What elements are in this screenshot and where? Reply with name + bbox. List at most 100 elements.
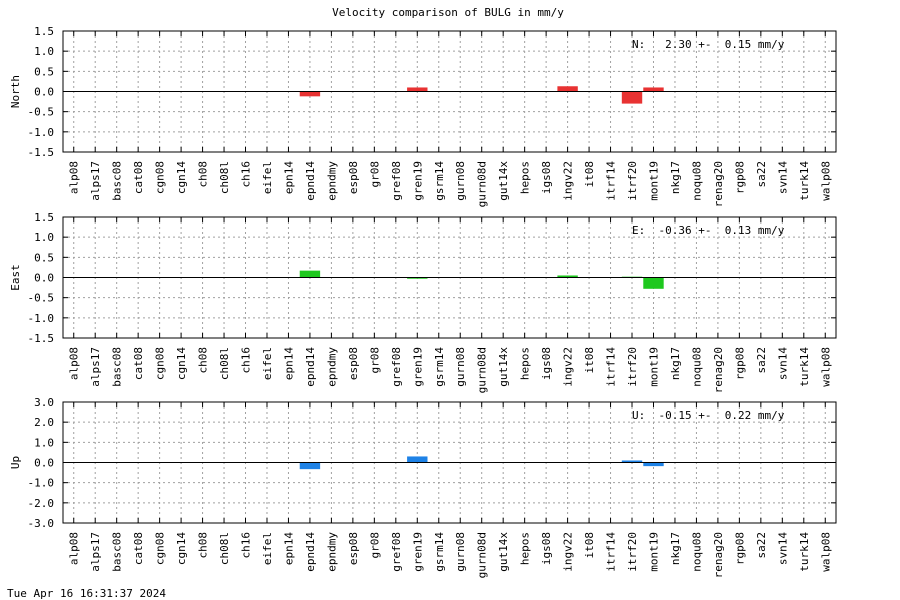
bar-itrf20 [621, 91, 643, 104]
bar-epnd14 [299, 91, 321, 97]
x-tick-label: ch16 [240, 532, 253, 559]
x-tick-label: mont19 [647, 161, 660, 201]
x-tick-label: ch08l [218, 347, 231, 380]
x-tick-label: rgp08 [733, 161, 746, 194]
x-tick-label: nkg17 [669, 347, 682, 380]
x-tick-label: basc08 [111, 161, 124, 201]
x-tick-label: epn14 [282, 347, 295, 380]
x-tick-label: itrf20 [626, 532, 639, 572]
x-tick-label: cgn08 [154, 347, 167, 380]
x-tick-label: ch08 [197, 532, 210, 559]
x-tick-label: epnd14 [304, 161, 317, 201]
y-tick-label: -0.5 [28, 292, 55, 305]
x-tick-label: svn14 [776, 347, 789, 380]
y-tick-label: 1.5 [34, 25, 54, 38]
x-tick-label: cat08 [132, 161, 145, 194]
x-tick-label: itrf20 [626, 347, 639, 387]
y-tick-label: -1.0 [28, 312, 55, 325]
x-tick-label: gref08 [390, 532, 403, 572]
y-tick-label: 0.0 [34, 457, 54, 470]
x-tick-label: itrf20 [626, 161, 639, 201]
x-tick-label: itrf14 [605, 532, 618, 572]
x-tick-label: mont19 [647, 347, 660, 387]
y-tick-label: -3.0 [28, 517, 55, 530]
x-tick-label: svn14 [776, 532, 789, 565]
bar-ingv22 [557, 275, 578, 278]
panels: -1.5 -1.0 -0.5 0.0 0.5 1.0 1.5 alp08 alps17 basc0… [9, 25, 837, 578]
x-tick-label: renag20 [712, 532, 725, 578]
x-tick-label: it08 [583, 532, 596, 559]
x-tick-label: sa22 [755, 161, 768, 188]
x-tick-label: alps17 [89, 161, 102, 201]
x-tick-label: cgn14 [175, 532, 188, 565]
y-tick-label: -1.5 [28, 332, 55, 345]
x-tick-label: ingv22 [562, 532, 575, 572]
bar-gren19 [407, 87, 428, 92]
x-tick-label: gurn08 [454, 347, 467, 387]
x-tick-label: igs08 [540, 161, 553, 194]
x-tick-label: gurn08 [454, 161, 467, 201]
x-tick-label: epndmy [325, 347, 338, 387]
y-tick-label: -2.0 [28, 497, 55, 510]
stat-annotation: E: -0.36 +- 0.13 mm/y [632, 224, 785, 237]
x-tick-label: alp08 [68, 532, 81, 565]
x-tick-label: gr08 [368, 161, 381, 188]
x-tick-label: eifel [261, 532, 274, 565]
chart-title: Velocity comparison of BULG in mm/y [332, 6, 564, 19]
x-tick-label: nkg17 [669, 161, 682, 194]
x-tick-label: gren19 [411, 161, 424, 201]
x-tick-label: sa22 [755, 347, 768, 374]
x-tick-label: esp08 [347, 347, 360, 380]
y-tick-label: 0.5 [34, 65, 54, 78]
x-tick-label: gurn08d [476, 347, 489, 393]
x-tick-label: gsrm14 [433, 161, 446, 201]
footer-timestamp: Tue Apr 16 16:31:37 2024 [7, 587, 166, 600]
x-tick-label: cgn14 [175, 161, 188, 194]
x-tick-label: ch08l [218, 161, 231, 194]
x-tick-label: svn14 [776, 161, 789, 194]
y-axis-label: Up [9, 456, 22, 469]
x-tick-label: nkg17 [669, 532, 682, 565]
bar-epnd14 [299, 462, 321, 470]
x-tick-label: gr08 [368, 347, 381, 374]
x-tick-label: ingv22 [562, 347, 575, 387]
x-tick-label: ch08 [197, 347, 210, 374]
x-tick-label: alps17 [89, 347, 102, 387]
x-tick-label: turk14 [798, 532, 811, 572]
x-tick-label: noqu08 [690, 532, 703, 572]
x-tick-label: epndmy [325, 532, 338, 572]
x-tick-label: cgn14 [175, 347, 188, 380]
x-tick-label: cat08 [132, 532, 145, 565]
x-tick-label: basc08 [111, 532, 124, 572]
x-tick-label: cgn08 [154, 161, 167, 194]
y-tick-label: 0.0 [34, 272, 54, 285]
x-tick-label: itrf14 [605, 347, 618, 387]
x-tick-label: eifel [261, 347, 274, 380]
x-tick-label: gurn08d [476, 161, 489, 207]
x-tick-label: basc08 [111, 347, 124, 387]
x-tick-label: turk14 [798, 161, 811, 201]
x-tick-label: igs08 [540, 532, 553, 565]
panel-up: -3.0 -2.0 -1.0 0.0 1.0 2.0 3.0 alp08 alps17 basc0… [9, 396, 837, 578]
x-tick-label: alp08 [68, 161, 81, 194]
x-tick-label: turk14 [798, 347, 811, 387]
x-tick-label: eifel [261, 161, 274, 194]
y-axis-label: East [9, 264, 22, 291]
x-tick-label: esp08 [347, 161, 360, 194]
y-tick-label: 2.0 [34, 416, 54, 429]
x-tick-label: rgp08 [733, 532, 746, 565]
x-tick-label: gsrm14 [433, 532, 446, 572]
bar-gren19 [407, 277, 428, 279]
x-tick-label: sa22 [755, 532, 768, 559]
x-tick-label: cgn08 [154, 532, 167, 565]
x-tick-label: hepos [519, 347, 532, 380]
x-tick-label: renag20 [712, 161, 725, 207]
x-tick-label: gut14x [497, 161, 510, 201]
x-tick-label: epnd14 [304, 347, 317, 387]
stat-annotation: N: 2.30 +- 0.15 mm/y [632, 38, 785, 51]
bar-itrf20 [621, 460, 643, 463]
y-tick-label: 0.5 [34, 251, 54, 264]
x-tick-label: rgp08 [733, 347, 746, 380]
bar-mont19 [643, 462, 664, 467]
x-tick-label: renag20 [712, 347, 725, 393]
